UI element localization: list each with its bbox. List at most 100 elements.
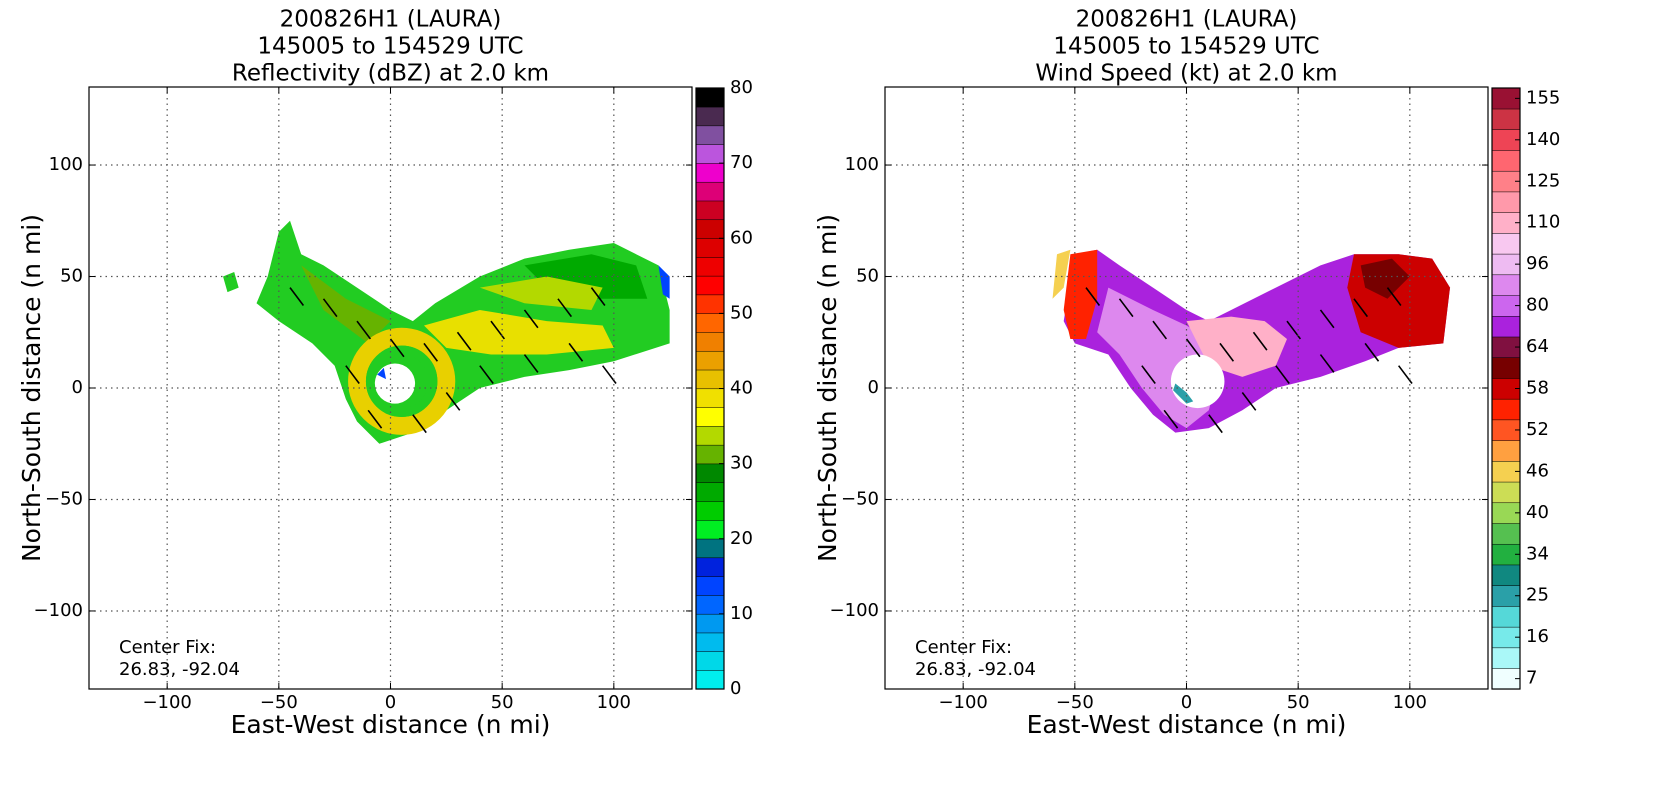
chart-title: 200826H1 (LAURA) [1076,7,1298,33]
x-tick-label: −50 [1056,692,1094,713]
colorbar-tick-label: 60 [730,227,753,248]
colorbar-tick-label: 52 [1526,419,1549,440]
y-tick-label: 100 [845,154,879,175]
colorbar-tick-label: 40 [1526,502,1549,523]
colorbar-tick-label: 80 [1526,295,1549,316]
colorbar-tick-label: 34 [1526,543,1549,564]
colorbar-tick-label: 20 [730,528,753,549]
plot-frame [884,86,1489,690]
colorbar-cell [1491,440,1521,462]
colorbar-cell [695,576,725,596]
chart-title: 145005 to 154529 UTC [1053,34,1319,60]
colorbar-cell [1491,191,1521,213]
colorbar-tick-label: 96 [1526,253,1549,274]
colorbar-cell [695,519,725,540]
colorbar-cell [695,275,725,296]
annotation: Center Fix: [119,637,216,658]
colorbar-tick-label: 7 [1526,668,1537,689]
x-tick-label: 100 [1393,692,1427,713]
colorbar-cell [1491,564,1521,586]
colorbar-tick-label: 110 [1526,212,1560,233]
colorbar-tick-label: 40 [730,378,753,399]
colorbar-cell [695,87,725,108]
colorbar-cell [695,350,725,371]
y-axis-label: North-South distance (n mi) [813,214,842,562]
colorbar-cell [1491,522,1521,545]
chart-title: Reflectivity (dBZ) at 2.0 km [232,61,549,87]
colorbar-cell [695,557,725,577]
colorbar-cell [695,613,725,634]
annotation: 26.83, -92.04 [119,659,240,680]
colorbar-tick-label: 16 [1526,626,1549,647]
colorbar-tick-label: 58 [1526,378,1549,399]
y-tick-label: −50 [45,488,83,509]
x-tick-label: 0 [1181,692,1192,713]
colorbar-tick-label: 0 [730,678,741,699]
reflectivity-field [223,220,670,444]
x-tick-label: 0 [385,692,396,713]
colorbar-tick-label: 30 [730,453,753,474]
colorbar-tick-label: 125 [1526,170,1560,191]
y-tick-label: 0 [868,377,879,398]
colorbar-cell [695,331,725,352]
colorbar-cell [1491,647,1521,669]
colorbar-cell [1491,481,1521,504]
colorbar-tick-label: 80 [730,77,753,98]
x-axis-label: East-West distance (n mi) [1027,710,1347,739]
colorbar-cell [695,238,725,258]
colorbar-cell [695,369,725,390]
y-tick-label: −100 [830,600,879,621]
colorbar-cell [695,144,725,164]
colorbar-cell [1491,274,1521,296]
colorbar-cell [1491,232,1521,255]
colorbar-tick-label: 46 [1526,460,1549,481]
x-tick-label: 50 [491,692,514,713]
annotation: 26.83, -92.04 [915,659,1036,680]
x-axis-label: East-West distance (n mi) [231,710,551,739]
x-tick-label: 50 [1287,692,1310,713]
colorbar-cell [695,162,725,183]
colorbar-cell [695,125,725,145]
chart-title: 200826H1 (LAURA) [280,7,502,33]
colorbar-cell [695,313,725,333]
colorbar-cell [695,500,725,521]
colorbar-cell [695,632,725,652]
colorbar-cell [695,669,725,690]
annotation: Center Fix: [915,637,1012,658]
colorbar-tick-label: 25 [1526,585,1549,606]
colorbar-cell [1491,315,1521,338]
y-tick-label: −100 [34,600,83,621]
colorbar-cell [1491,605,1521,628]
x-tick-label: 100 [597,692,631,713]
x-tick-label: −50 [260,692,298,713]
colorbar-cell [695,388,725,408]
colorbar-cell [695,219,725,239]
colorbar-cell [695,294,725,314]
y-axis-label: North-South distance (n mi) [17,214,46,562]
colorbar-cell [695,106,725,127]
colorbar-cell [1491,357,1521,379]
colorbar-cell [1491,149,1521,172]
colorbar-cell [695,482,725,502]
colorbar-cell [695,200,725,221]
colorbar-tick-label: 70 [730,152,753,173]
y-tick-label: 50 [60,266,83,287]
colorbar-cell [695,538,725,559]
colorbar-cell [1491,108,1521,130]
colorbar-cell [695,181,725,202]
colorbar-tick-label: 50 [730,302,753,323]
colorbar-cell [695,651,725,671]
y-tick-label: −50 [841,488,879,509]
colorbar-cell [695,425,725,446]
y-tick-label: 0 [72,377,83,398]
colorbar-tick-label: 140 [1526,129,1560,150]
plot-frame [88,86,693,690]
colorbar-cell [695,444,725,465]
colorbar-tick-label: 64 [1526,336,1549,357]
wind-speed-field [1052,249,1450,433]
colorbar-cell [695,594,725,615]
x-tick-label: −100 [938,692,987,713]
colorbar-cell [695,256,725,277]
wind-barbs [290,288,1412,433]
